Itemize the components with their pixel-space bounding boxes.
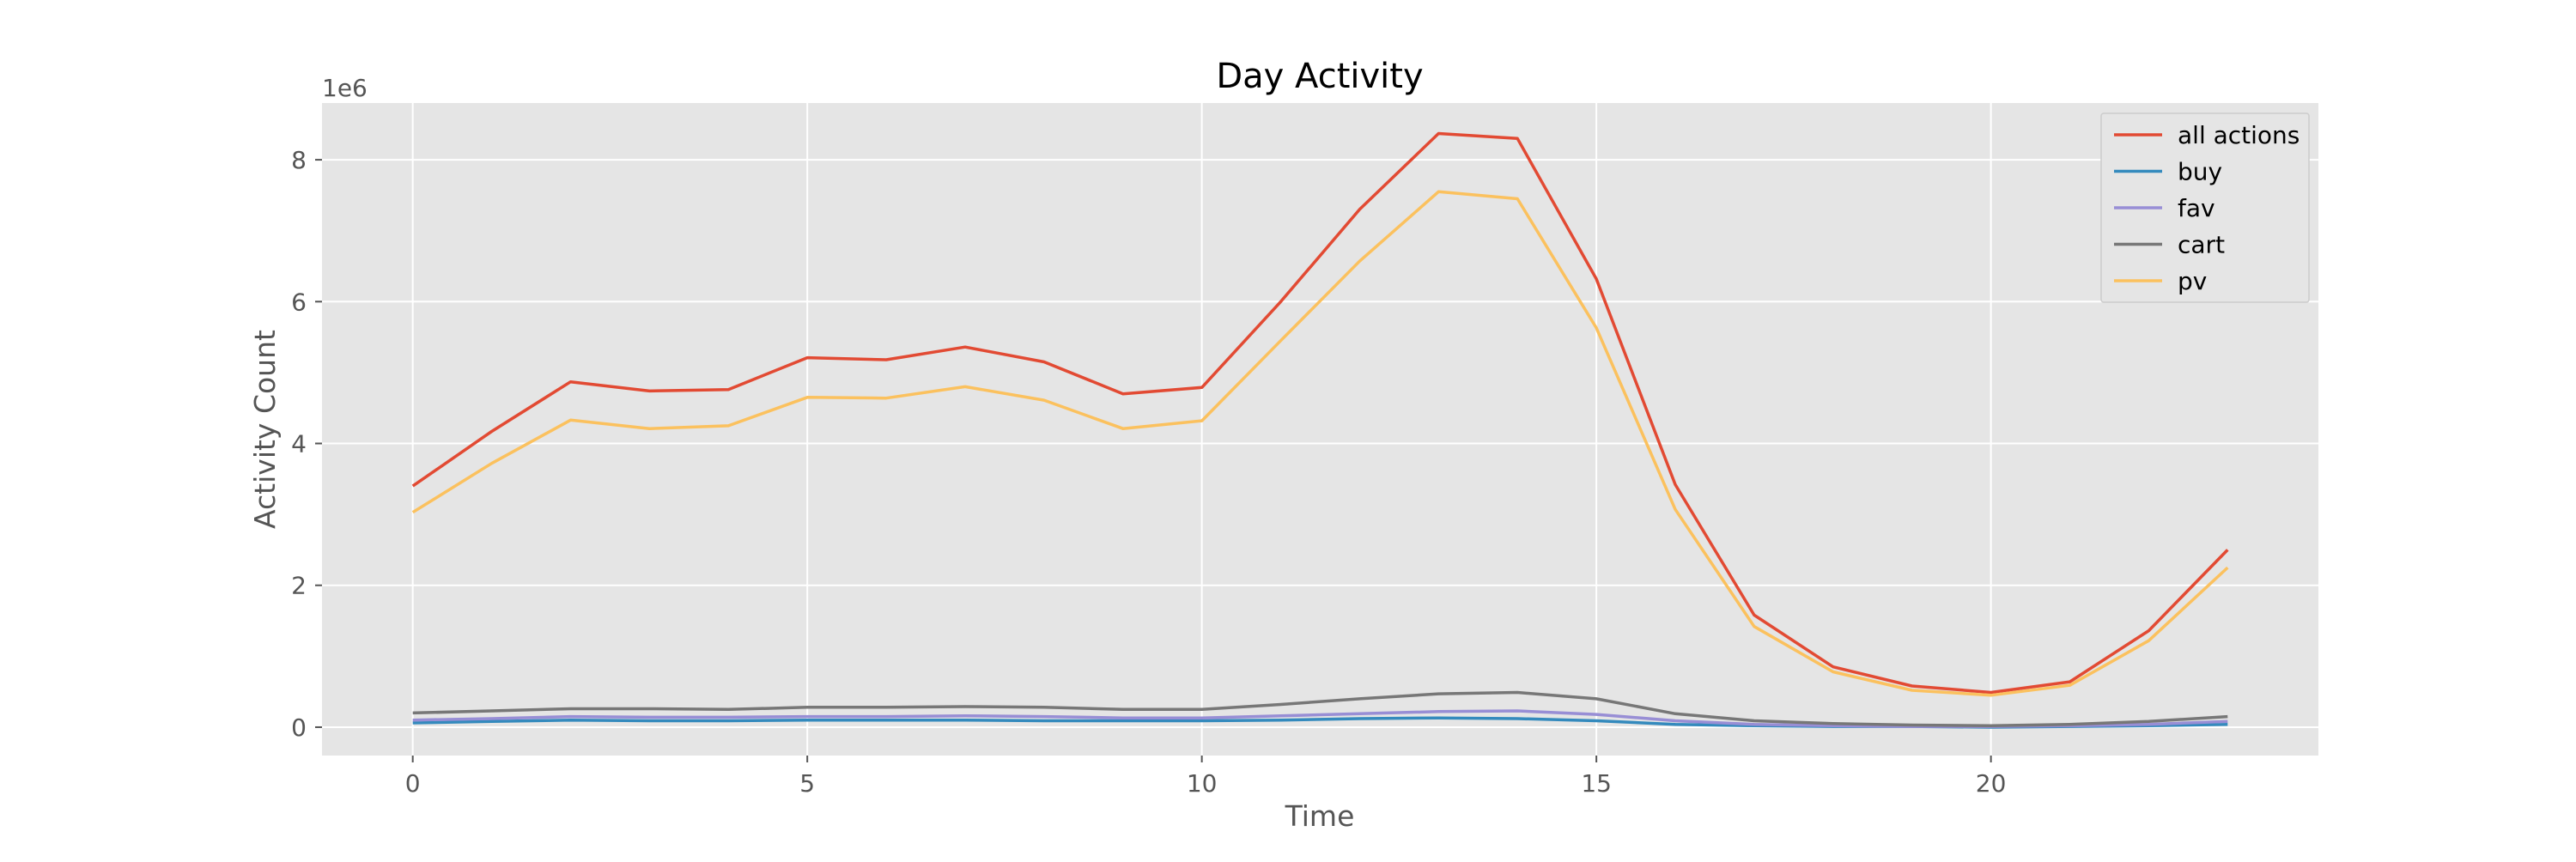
y-tick-label: 6	[291, 288, 307, 316]
y-tick-label: 8	[291, 146, 307, 174]
series-lines	[411, 131, 2229, 729]
x-tick-label: 10	[1187, 769, 1218, 798]
y-tick-label: 4	[291, 430, 307, 458]
legend-label-all-actions: all actions	[2178, 121, 2300, 149]
legend-label-pv: pv	[2178, 267, 2207, 295]
legend-label-buy: buy	[2178, 158, 2222, 186]
y-axis-offset-label: 1e6	[322, 74, 368, 102]
x-tick-label: 5	[799, 769, 815, 798]
x-axis-ticks: 0 5 10 15 20	[405, 756, 2007, 798]
legend-label-fav: fav	[2178, 194, 2215, 222]
y-tick-label: 0	[291, 713, 307, 742]
series-line-cart	[412, 690, 2228, 728]
x-tick-label: 20	[1976, 769, 2007, 798]
y-tick-label: 2	[291, 572, 307, 600]
legend-label-cart: cart	[2178, 231, 2225, 259]
plot-background	[322, 103, 2318, 756]
y-axis-ticks: 0 2 4 6 8	[291, 146, 322, 742]
x-tick-label: 0	[405, 769, 421, 798]
y-axis-label: Activity Count	[248, 330, 282, 529]
chart-title: Day Activity	[1216, 57, 1423, 96]
legend-box	[2100, 112, 2310, 303]
series-line-pv	[411, 190, 2229, 697]
x-tick-label: 15	[1581, 769, 1612, 798]
series-line-all-actions	[411, 131, 2229, 695]
legend: all actions buy fav cart pv	[2100, 112, 2310, 303]
x-axis-label: Time	[1285, 799, 1355, 833]
